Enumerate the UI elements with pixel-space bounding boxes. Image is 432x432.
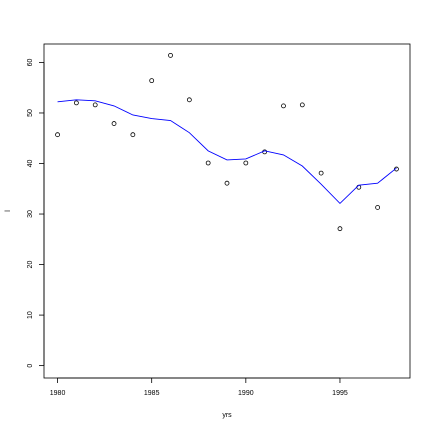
fit-line [57, 99, 397, 205]
y-tick-label: 60 [27, 58, 34, 66]
point [243, 160, 249, 166]
point [318, 170, 324, 176]
point [73, 100, 79, 106]
x-tick-label: 1995 [332, 390, 348, 397]
y-tick-label: 30 [27, 210, 34, 218]
point [337, 226, 343, 232]
y-tick-label: 10 [27, 311, 34, 319]
point [281, 103, 286, 109]
point [168, 52, 173, 58]
point [92, 102, 98, 108]
y-axis-label: l [5, 210, 12, 212]
x-tick-label: 1990 [238, 390, 254, 397]
y-tick-label: 40 [27, 160, 34, 168]
point [299, 102, 305, 108]
point [55, 132, 60, 138]
point [130, 132, 136, 138]
point [375, 205, 381, 210]
x-tick-label: 1985 [144, 390, 160, 397]
x-tick-label: 1980 [50, 390, 66, 397]
point [394, 166, 399, 172]
point [224, 180, 230, 186]
point [111, 121, 117, 126]
y-tick-label: 50 [27, 109, 34, 117]
x-axis-label: yrs [222, 412, 232, 419]
point [186, 97, 192, 103]
y-tick-label: 20 [27, 261, 34, 269]
plot-box [43, 43, 411, 379]
y-tick-label: 0 [27, 364, 34, 368]
point [205, 160, 211, 166]
point [149, 78, 155, 84]
